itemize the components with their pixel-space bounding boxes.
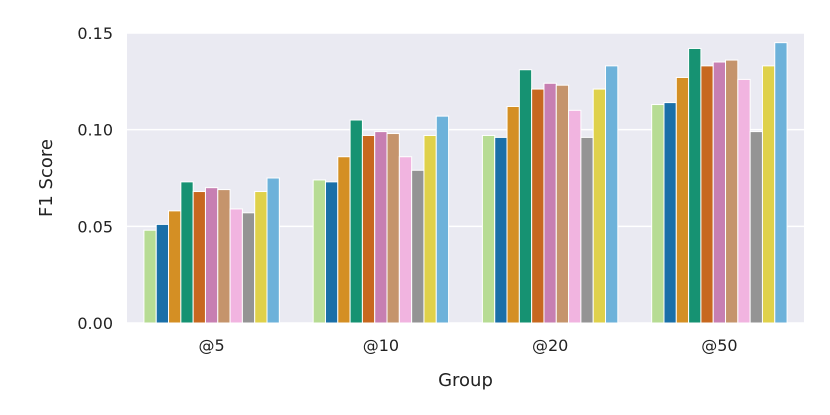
- bar: [386, 133, 400, 324]
- bar: [580, 136, 594, 324]
- bar: [423, 134, 437, 324]
- bar: [266, 177, 280, 324]
- bar: [605, 65, 619, 324]
- bar: [155, 223, 170, 324]
- bar: [361, 134, 376, 324]
- bar: [712, 61, 727, 324]
- bar: [192, 191, 206, 324]
- bar: [663, 102, 677, 324]
- bar: [204, 187, 219, 324]
- x-axis-label: Group: [438, 370, 493, 391]
- bar: [349, 119, 363, 324]
- y-axis-label: F1 Score: [36, 139, 57, 217]
- bar: [651, 104, 665, 324]
- bar: [254, 191, 268, 324]
- bar: [700, 65, 714, 324]
- bar: [229, 208, 243, 324]
- bar: [481, 134, 496, 324]
- bar: [555, 84, 570, 324]
- bar: [761, 65, 776, 324]
- bar: [324, 181, 339, 324]
- bar: [435, 115, 450, 324]
- bar: [494, 136, 508, 324]
- bar: [518, 69, 533, 324]
- y-tick-label: 0.05: [77, 217, 113, 236]
- bar: [675, 76, 690, 324]
- bar: [337, 156, 351, 324]
- y-tick-label: 0.10: [77, 121, 113, 140]
- bar: [749, 131, 763, 324]
- bar: [568, 109, 582, 324]
- bar: [168, 210, 182, 324]
- x-tick-labels: @5 @10 @20 @50: [199, 336, 738, 355]
- bar: [774, 42, 788, 324]
- bar: [531, 88, 545, 324]
- bar: [725, 59, 739, 324]
- bar: [737, 78, 751, 324]
- x-tick-label: @5: [199, 336, 225, 355]
- bar: [180, 181, 194, 324]
- bar: [312, 179, 326, 324]
- x-tick-label: @50: [701, 336, 737, 355]
- bar: [143, 229, 157, 324]
- bar: [217, 189, 231, 324]
- bar: [411, 169, 425, 324]
- bars: [143, 42, 788, 324]
- bar: [592, 88, 607, 324]
- bar: [543, 82, 557, 324]
- bar: [398, 156, 413, 324]
- x-tick-label: @20: [532, 336, 568, 355]
- bar: [688, 47, 702, 324]
- x-tick-label: @10: [363, 336, 399, 355]
- y-tick-labels: 0.00 0.05 0.10 0.15: [77, 24, 113, 333]
- y-tick-label: 0.00: [77, 314, 113, 333]
- y-tick-label: 0.15: [77, 24, 113, 43]
- bar: [374, 131, 388, 324]
- bar: [241, 212, 256, 324]
- bar: [506, 105, 520, 324]
